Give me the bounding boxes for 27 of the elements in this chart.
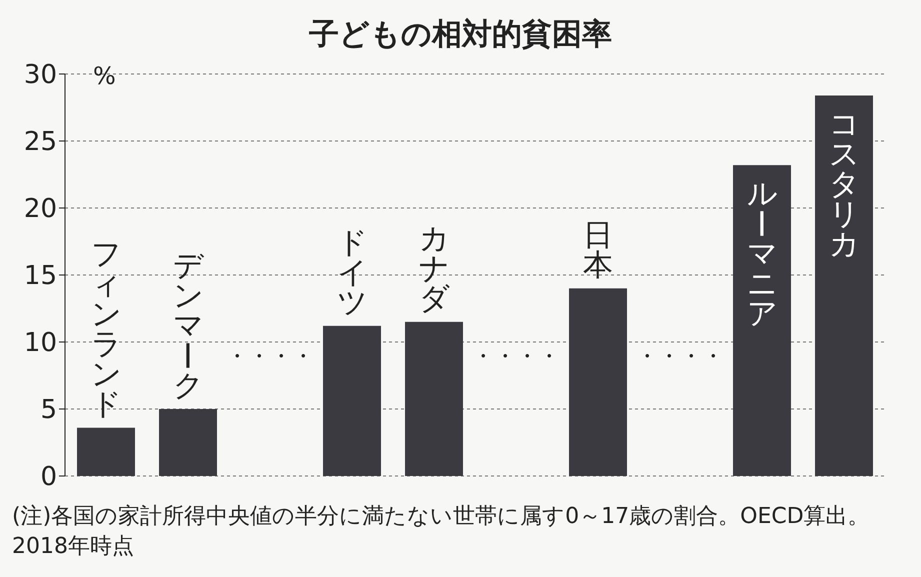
x-tick-label: 日本 [583, 218, 613, 283]
y-axis-title: % [93, 62, 116, 90]
y-tick-label: 30 [24, 60, 57, 90]
y-tick-label: 15 [24, 261, 57, 292]
bar [77, 428, 135, 476]
bar [405, 322, 463, 476]
bar [733, 165, 791, 476]
x-tick-label: フィンランド [91, 237, 122, 422]
y-tick-label: 25 [24, 127, 57, 158]
x-tick-label: ・・・・ [472, 344, 560, 370]
bar [323, 326, 381, 476]
y-tick-label: 10 [24, 328, 57, 358]
x-tick-label: コスタリカ [829, 106, 860, 262]
y-tick-label: 20 [24, 194, 57, 224]
x-tick-label: ルーマニア [742, 176, 778, 332]
y-tick-label: 0 [40, 462, 57, 492]
bar [815, 95, 873, 476]
bar [159, 409, 217, 476]
x-tick-label: カナダ [419, 221, 450, 316]
y-tick-label: 5 [40, 395, 57, 426]
text: (注)各国の家計所得中央値の半分に満たない世帯に属す0～17歳の割合。OECD算出。2018年時点 [12, 503, 871, 561]
x-tick-label: ドイツ [337, 225, 368, 320]
x-tick-label: ・・・・ [226, 344, 314, 370]
bar [569, 288, 627, 476]
chart-title: 子どもの相対的貧困率 [308, 16, 613, 54]
x-tick-label: ・・・・ [636, 344, 724, 370]
x-tick-label: デンマーク [168, 248, 205, 404]
